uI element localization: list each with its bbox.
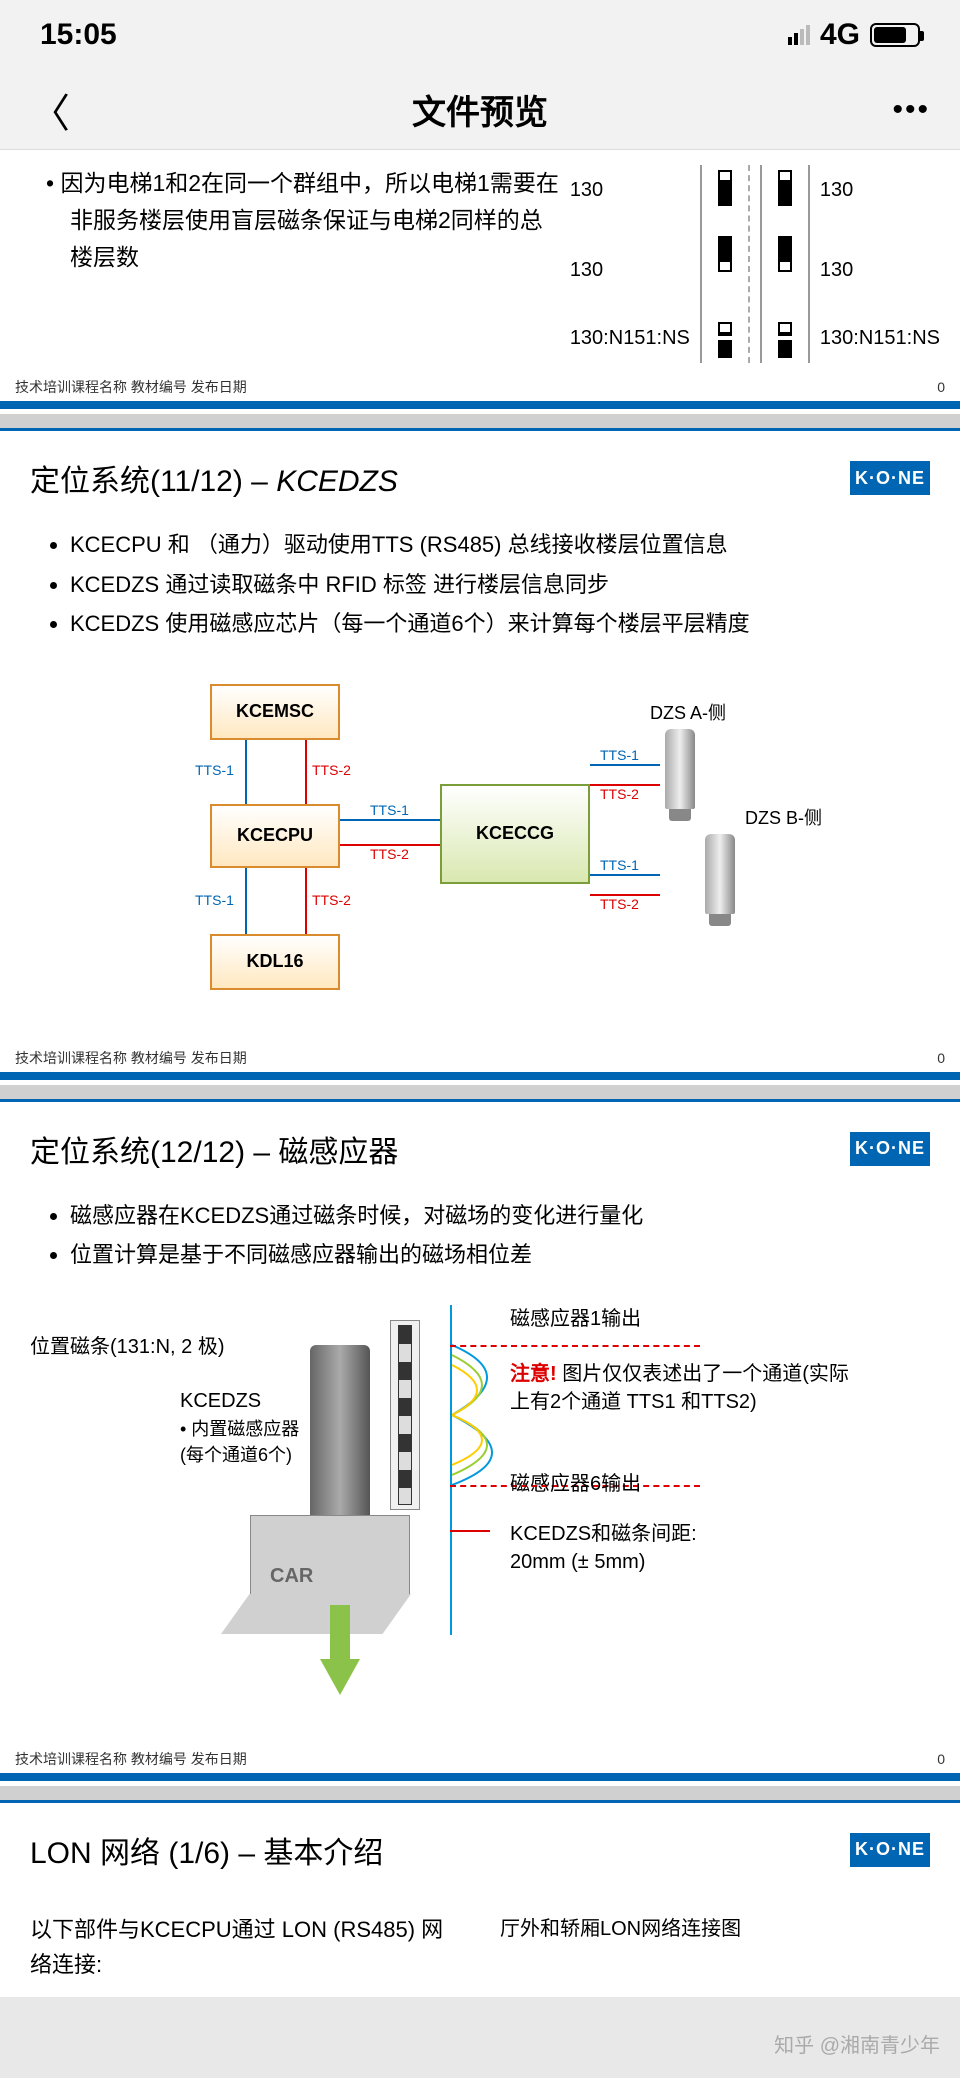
- slide1-diagram: KCEMSC KCECPU KDL16 KCECCG TTS-1 TTS-2 T…: [0, 674, 960, 1014]
- more-button[interactable]: •••: [890, 93, 930, 127]
- s3-b1: 以下部件与KCECPU通过 LON (RS485) 网络连接:: [30, 1912, 460, 1982]
- lbl-tts1-4: TTS-1: [600, 747, 639, 763]
- lbl-tts2-3: TTS-2: [370, 846, 409, 862]
- footer-left-2: 技术培训课程名称 教材编号 发布日期: [15, 1749, 247, 1769]
- slide-0: 因为电梯1和2在同一个群组中，所以电梯1需要在非服务楼层使用盲层磁条保证与电梯2…: [0, 150, 960, 414]
- s2-l1: 位置磁条(131:N, 2 极): [30, 1330, 224, 1359]
- lbl-tts1-2: TTS-1: [195, 892, 234, 908]
- back-button[interactable]: 〈: [30, 81, 70, 139]
- s1-b3: KCEDZS 使用磁感应芯片（每一个通道6个）来计算每个楼层平层精度: [70, 604, 910, 644]
- lbl-tts2-2: TTS-2: [312, 892, 351, 908]
- footer-page: 0: [937, 379, 945, 395]
- label-dzs-a: DZS A-侧: [650, 699, 726, 725]
- footer-page-1: 0: [937, 1050, 945, 1066]
- arrow-v4: [305, 868, 307, 934]
- box-kcecpu: KCECPU: [210, 804, 340, 868]
- s2-b2: 位置计算是基于不同磁感应器输出的磁场相位差: [70, 1235, 910, 1275]
- slide1-footer: 技术培训课程名称 教材编号 发布日期 0: [0, 1044, 960, 1080]
- dash-1: [450, 1345, 700, 1347]
- slide2-bullets: 磁感应器在KCEDZS通过磁条时候，对磁场的变化进行量化 位置计算是基于不同磁感…: [0, 1181, 960, 1295]
- dash-3: [450, 1530, 490, 1532]
- lbl-tts2-5: TTS-2: [600, 896, 639, 912]
- s0-n3: 130:N151:NS: [570, 325, 690, 351]
- lbl-tts1-1: TTS-1: [195, 762, 234, 778]
- nav-bar: 〈 文件预览 •••: [0, 70, 960, 150]
- s1-b2: KCEDZS 通过读取磁条中 RFID 标签 进行楼层信息同步: [70, 565, 910, 605]
- lbl-tts2-4: TTS-2: [600, 786, 639, 802]
- arrow-h3: [590, 764, 660, 766]
- slide-2: 定位系统(12/12) – 磁感应器 K·O·NE 磁感应器在KCEDZS通过磁…: [0, 1099, 960, 1786]
- s2-b1: 磁感应器在KCEDZS通过磁条时候，对磁场的变化进行量化: [70, 1196, 910, 1236]
- arrow-v3: [245, 868, 247, 934]
- s0-rn3: 130:N151:NS: [820, 325, 940, 351]
- watermark: 知乎 @湘南青少年: [774, 2029, 940, 2058]
- s2-l3: • 内置磁感应器(每个通道6个): [180, 1415, 310, 1467]
- car-label: CAR: [270, 1565, 313, 1588]
- lbl-tts2-1: TTS-2: [312, 762, 351, 778]
- sensor-a: [665, 729, 695, 809]
- signal-icon: [788, 25, 810, 45]
- s0-n1: 130: [570, 165, 690, 215]
- lbl-tts1-5: TTS-1: [600, 857, 639, 873]
- kone-logo-2: K·O·NE: [850, 1132, 930, 1166]
- status-time: 15:05: [40, 18, 117, 52]
- lbl-tts1-3: TTS-1: [370, 802, 409, 818]
- s2-r3: 磁感应器6输出: [510, 1470, 641, 1498]
- footer-page-2: 0: [937, 1751, 945, 1767]
- battery-icon: [870, 23, 920, 47]
- kone-logo-3: K·O·NE: [850, 1833, 930, 1867]
- slide2-diagram: 位置磁条(131:N, 2 极) KCEDZS • 内置磁感应器(每个通道6个)…: [20, 1305, 940, 1725]
- mag-strip: [398, 1325, 412, 1505]
- status-bar: 15:05 4G: [0, 0, 960, 70]
- s2-r2: 注意! 图片仅仅表述出了一个通道(实际上有2个通道 TTS1 和TTS2): [510, 1360, 860, 1416]
- s2-r1: 磁感应器1输出: [510, 1305, 641, 1333]
- s0-rn1: 130: [820, 165, 940, 215]
- slide0-right-nums: 130 130 130:N151:NS: [820, 165, 940, 363]
- slide3-title: LON 网络 (1/6) – 基本介绍: [30, 1828, 383, 1872]
- kcedzs-sensor: [310, 1345, 370, 1515]
- box-kceccg: KCECCG: [440, 784, 590, 884]
- s1-b1: KCECPU 和 （通力）驱动使用TTS (RS485) 总线接收楼层位置信息: [70, 525, 910, 565]
- label-dzs-b: DZS B-侧: [745, 804, 822, 830]
- slide0-strip-1: [700, 165, 750, 363]
- arrow-h5: [590, 874, 660, 876]
- s0-rn2: 130: [820, 245, 940, 295]
- nav-title: 文件预览: [70, 85, 890, 134]
- slide0-bullet: 因为电梯1和2在同一个群组中，所以电梯1需要在非服务楼层使用盲层磁条保证与电梯2…: [40, 165, 560, 363]
- slide2-title: 定位系统(12/12) – 磁感应器: [30, 1127, 398, 1171]
- arrow-v2: [305, 740, 307, 804]
- arrow-v1: [245, 740, 247, 804]
- network-label: 4G: [820, 18, 860, 52]
- s0-n2: 130: [570, 245, 690, 295]
- slide1-title: 定位系统(11/12) – KCEDZS: [30, 456, 398, 500]
- box-kcemsc: KCEMSC: [210, 684, 340, 740]
- status-right: 4G: [788, 18, 920, 52]
- slide1-bullets: KCECPU 和 （通力）驱动使用TTS (RS485) 总线接收楼层位置信息 …: [0, 510, 960, 664]
- s2-r4: KCEDZS和磁条间距:20mm (± 5mm): [510, 1520, 697, 1576]
- slide-3: LON 网络 (1/6) – 基本介绍 K·O·NE 以下部件与KCECPU通过…: [0, 1800, 960, 1997]
- kone-logo: K·O·NE: [850, 461, 930, 495]
- footer-left: 技术培训课程名称 教材编号 发布日期: [15, 377, 247, 397]
- s2-l2: KCEDZS: [180, 1390, 261, 1413]
- slide0-left-nums: 130 130 130:N151:NS: [570, 165, 690, 363]
- slide0-footer: 技术培训课程名称 教材编号 发布日期 0: [0, 373, 960, 409]
- slide0-strip-2: [760, 165, 810, 363]
- arrow-h1: [340, 819, 440, 821]
- slide2-footer: 技术培训课程名称 教材编号 发布日期 0: [0, 1745, 960, 1781]
- sensor-b: [705, 834, 735, 914]
- box-kdl16: KDL16: [210, 934, 340, 990]
- footer-left-1: 技术培训课程名称 教材编号 发布日期: [15, 1048, 247, 1068]
- s3-r1: 厅外和轿厢LON网络连接图: [500, 1912, 930, 1982]
- slide-1: 定位系统(11/12) – KCEDZS K·O·NE KCECPU 和 （通力…: [0, 428, 960, 1085]
